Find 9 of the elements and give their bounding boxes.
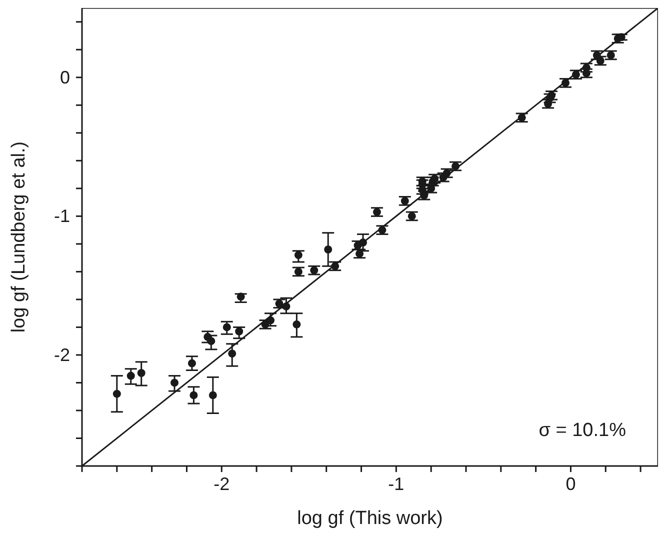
x-tick-label: -1 <box>388 474 404 494</box>
x-tick-label: 0 <box>566 474 576 494</box>
y-tick-label: 0 <box>60 67 70 88</box>
y-tick-label: -2 <box>54 344 70 365</box>
y-tick-label: -1 <box>54 206 70 226</box>
y-axis-title: log gf (Lundberg et al.) <box>8 141 30 333</box>
x-tick-label: -2 <box>214 474 230 494</box>
annotation: σ = 10.1% <box>538 420 626 442</box>
x-axis-title: log gf (This work) <box>297 508 443 529</box>
